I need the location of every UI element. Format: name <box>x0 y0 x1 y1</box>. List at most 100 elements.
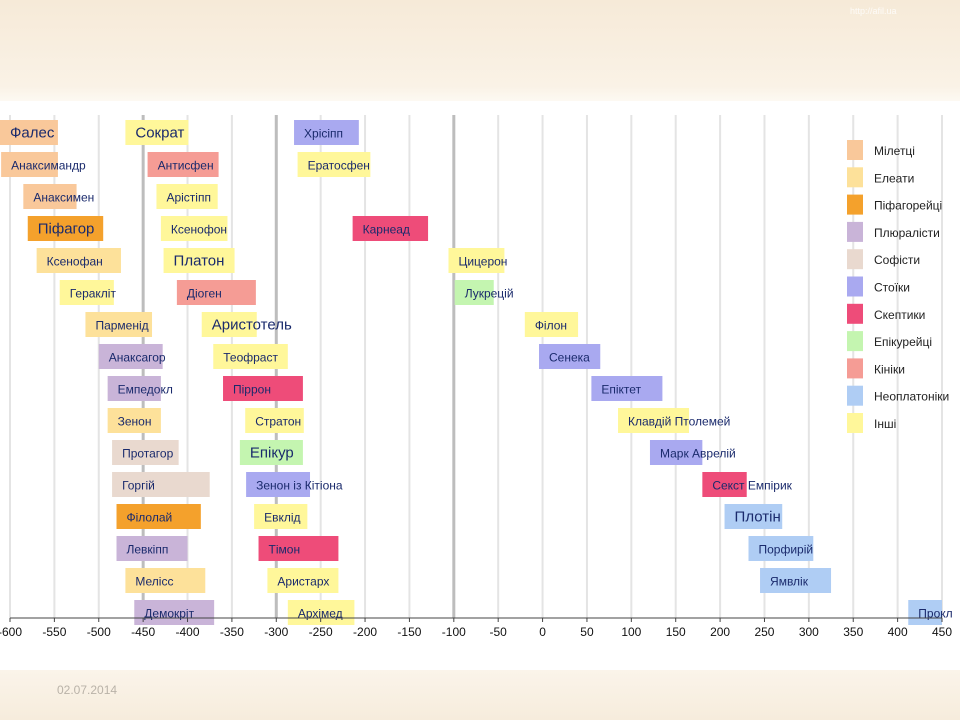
philosopher-label: Протагор <box>122 447 174 461</box>
x-tick-label: -400 <box>176 625 200 639</box>
philosopher-label: Цицерон <box>458 255 507 269</box>
timeline-column-3: Хрісіпп Ератосфен Карнеад Цицерон Лукрецій Фі… <box>294 120 953 625</box>
philosopher-bar <box>160 216 228 241</box>
philosopher-label: Анаксагор <box>109 351 166 365</box>
philosopher-bar <box>23 184 77 209</box>
philosopher-label: Філон <box>535 319 567 333</box>
philosopher-label: Теофраст <box>223 351 278 365</box>
philosopher-bar <box>760 568 832 593</box>
philosopher-label: Тімон <box>269 543 301 557</box>
philosopher-label: Філолай <box>127 511 173 525</box>
timeline-chart: Фалес Анаксимандр Анаксимен Піфагор Ксенофан… <box>0 103 960 670</box>
x-tick-label: -600 <box>0 625 22 639</box>
philosopher-bar <box>176 280 256 305</box>
philosopher-label: Левкіпп <box>127 543 169 557</box>
philosopher-label: Аристотель <box>212 317 292 334</box>
philosopher-label: Анаксимен <box>33 191 94 205</box>
legend-label: Кініки <box>874 362 905 376</box>
x-tick-label: -50 <box>490 625 508 639</box>
philosopher-label: Плотін <box>735 509 781 526</box>
philosopher-bar <box>112 440 179 465</box>
philosopher-bar <box>163 248 235 273</box>
philosopher-label: Геракліт <box>70 287 117 301</box>
philosopher-label: Фалес <box>10 125 55 142</box>
philosopher-label: Епіктет <box>601 383 641 397</box>
philosopher-label: Евклід <box>264 511 300 525</box>
philosopher-bar <box>539 344 601 369</box>
legend-label: Елеати <box>874 171 914 185</box>
timeline-column-2: Сократ Антисфен Арістіпп Ксенофон Платон Діог… <box>125 120 355 625</box>
philosopher-bar <box>36 248 121 273</box>
philosopher-bar <box>724 504 783 529</box>
legend-swatch <box>847 331 863 352</box>
x-axis: -600 -550 -500 -450 -400 -350 -300 -250 -200 -150… <box>0 617 952 639</box>
philosopher-bar <box>246 472 311 497</box>
legend-swatch <box>847 167 863 188</box>
x-tick-label: -100 <box>442 625 466 639</box>
philosopher-label: Порфирій <box>758 543 813 557</box>
philosopher-label: Прокл <box>918 607 952 621</box>
philosopher-label: Ксенофан <box>47 255 103 269</box>
x-tick-label: -550 <box>42 625 66 639</box>
philosopher-label: Сократ <box>135 125 184 142</box>
philosopher-label: Хрісіпп <box>304 127 343 141</box>
philosopher-bar <box>702 472 747 497</box>
legend-label: Скептики <box>874 308 925 322</box>
philosopher-label: Ератосфен <box>308 159 370 173</box>
x-tick-label: 200 <box>710 625 730 639</box>
philosopher-bar <box>294 120 359 145</box>
legend-swatch <box>847 249 863 270</box>
philosopher-label: Клавдій Птолемей <box>628 415 730 429</box>
philosopher-bar <box>618 408 690 433</box>
philosopher-bar <box>297 152 371 177</box>
philosopher-bar <box>98 344 163 369</box>
legend-swatch <box>847 413 863 433</box>
philosopher-bar <box>107 376 161 401</box>
philosopher-bar <box>258 536 339 561</box>
x-tick-label: 250 <box>754 625 774 639</box>
philosopher-bar <box>59 280 114 305</box>
x-tick-label: 0 <box>539 625 546 639</box>
legend-label: Стоїки <box>874 281 910 295</box>
philosopher-bar <box>85 312 153 337</box>
philosopher-label: Ямвлік <box>770 575 809 589</box>
x-tick-label: 350 <box>843 625 863 639</box>
x-tick-label: 150 <box>666 625 686 639</box>
x-tick-label: 100 <box>621 625 641 639</box>
philosopher-label: Епікур <box>250 445 294 462</box>
philosopher-bar <box>352 216 429 241</box>
philosopher-label: Демокріт <box>144 607 194 621</box>
philosopher-bar <box>524 312 579 337</box>
philosopher-label: Карнеад <box>363 223 410 237</box>
philosopher-bar <box>107 408 161 433</box>
philosopher-bar <box>116 536 188 561</box>
philosopher-bar <box>147 152 219 177</box>
slide-date: 02.07.2014 <box>57 683 118 697</box>
philosopher-bar <box>223 376 303 401</box>
philosopher-label: Зенон із Кітіона <box>256 479 343 493</box>
philosopher-label: Мелісс <box>135 575 173 589</box>
x-tick-label: 300 <box>799 625 819 639</box>
philosopher-bar <box>1 152 58 177</box>
philosopher-bar <box>267 568 339 593</box>
philosopher-bar <box>454 280 494 305</box>
philosopher-label: Секст Емпірик <box>712 479 792 493</box>
philosopher-label: Зенон <box>118 415 152 429</box>
philosopher-bar <box>156 184 218 209</box>
philosopher-label: Стратон <box>255 415 301 429</box>
legend: Мілетці Елеати Піфагорейці Плюралісти Софіст… <box>847 140 949 433</box>
legend-swatch <box>847 358 863 379</box>
philosopher-bar <box>125 120 189 145</box>
philosopher-label: Лукрецій <box>465 287 514 301</box>
x-tick-label: -350 <box>220 625 244 639</box>
x-tick-label: 400 <box>888 625 908 639</box>
x-tick-label: 450 <box>932 625 952 639</box>
legend-swatch <box>847 303 863 324</box>
philosopher-label: Арістіпп <box>166 191 211 205</box>
philosopher-bar <box>239 440 303 465</box>
philosopher-bar <box>254 504 308 529</box>
philosopher-bar <box>591 376 663 401</box>
legend-label: Мілетці <box>874 144 915 158</box>
watermark: http://afil.ua <box>850 6 897 16</box>
legend-swatch <box>847 385 863 406</box>
